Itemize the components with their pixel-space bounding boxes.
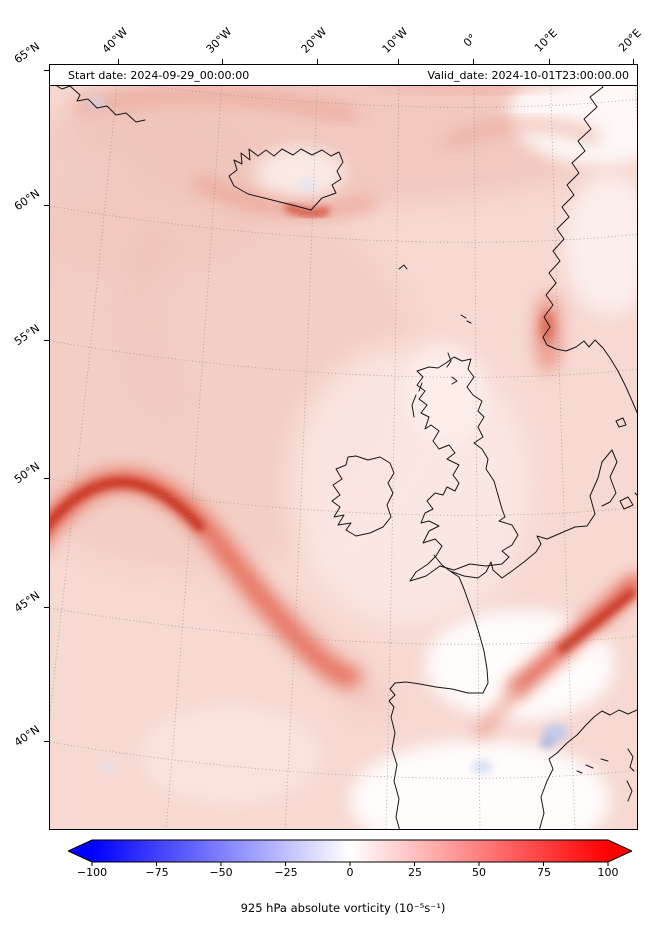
tick-mark	[633, 59, 634, 64]
lon-tick-label: 20°W	[298, 25, 330, 56]
colorbar-tick-label: 100	[597, 866, 619, 879]
start-date-label: Start date: 2024-09-29_00:00:00	[68, 68, 250, 82]
colorbar-tick-label: −25	[274, 866, 298, 879]
colorbar	[66, 839, 634, 867]
vorticity-field-plot	[50, 65, 637, 829]
colorbar-tick-label: −100	[76, 866, 108, 879]
lon-tick-label: 0°	[460, 31, 480, 50]
valid-date-label: Valid_date: 2024-10-01T23:00:00.00	[427, 68, 629, 82]
tick-mark	[118, 59, 119, 64]
tick-mark	[44, 205, 49, 206]
tick-mark	[222, 59, 223, 64]
lat-tick-label: 50°N	[11, 459, 43, 487]
colorbar-bar	[92, 840, 608, 862]
lon-tick-label: 10°W	[379, 25, 411, 56]
lon-tick-label: 20°E	[616, 26, 644, 55]
colorbar-gradient	[66, 839, 634, 866]
colorbar-tick-label: 0	[346, 866, 354, 879]
field-red-streaks	[50, 70, 637, 739]
colorbar-tick-marks	[91, 862, 609, 866]
colorbar-tick-label: 25	[408, 866, 422, 879]
map-area	[49, 64, 638, 830]
colorbar-max-extend-arrow	[608, 840, 632, 862]
graticule	[50, 65, 637, 829]
lat-tick-label: 55°N	[11, 321, 43, 349]
tick-mark	[473, 59, 474, 64]
colorbar-tick-label: 50	[472, 866, 486, 879]
field-blue-patches	[87, 97, 568, 774]
colorbar-tick-label: 75	[537, 866, 551, 879]
tick-mark	[44, 741, 49, 742]
coastlines	[51, 65, 637, 829]
tick-mark	[317, 59, 318, 64]
lon-tick-label: 40°W	[99, 25, 131, 56]
tick-mark	[44, 607, 49, 608]
tick-mark	[44, 478, 49, 479]
colorbar-tick-label: −75	[145, 866, 169, 879]
tick-mark	[549, 59, 550, 64]
title-strip: Start date: 2024-09-29_00:00:00 Valid_da…	[50, 65, 637, 86]
lon-tick-label: 10°E	[532, 26, 560, 55]
lat-tick-label: 65°N	[11, 39, 43, 67]
colorbar-title: 925 hPa absolute vorticity (10⁻⁵s⁻¹)	[240, 901, 446, 915]
lat-tick-label: 45°N	[11, 588, 43, 616]
colorbar-tick-label: −50	[209, 866, 233, 879]
lat-tick-label: 60°N	[11, 186, 43, 214]
colorbar-min-extend-arrow	[68, 840, 92, 862]
tick-mark	[44, 340, 49, 341]
lat-tick-label: 40°N	[11, 722, 43, 750]
lon-tick-label: 30°W	[203, 25, 235, 56]
tick-mark	[398, 59, 399, 64]
tick-mark	[44, 70, 49, 71]
